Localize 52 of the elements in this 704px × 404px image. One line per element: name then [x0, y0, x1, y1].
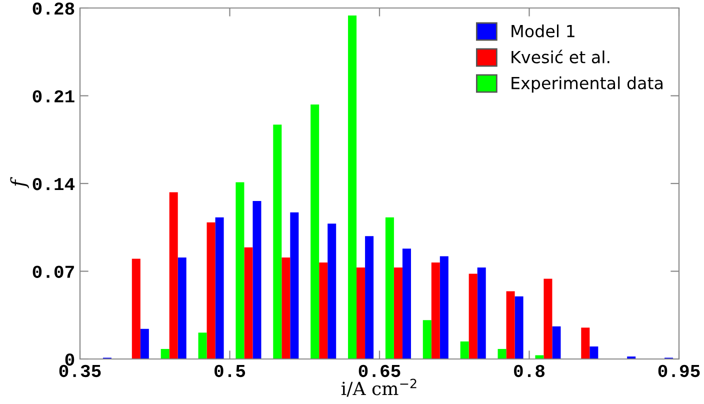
- bar: [590, 346, 598, 359]
- bar: [477, 267, 486, 359]
- x-tick-label: 0.8: [514, 364, 545, 378]
- x-tick-label: 0.35: [59, 364, 101, 378]
- legend-label: Model 1: [512, 24, 574, 38]
- bar: [282, 257, 290, 359]
- bar: [348, 16, 357, 359]
- bar: [290, 212, 299, 359]
- bar: [468, 274, 478, 359]
- y-tick-label: 0.28: [32, 2, 74, 15]
- bar: [252, 201, 262, 359]
- bar: [514, 296, 524, 359]
- bar: [328, 224, 336, 359]
- bar: [460, 341, 469, 359]
- y-tick-label: 0: [65, 353, 74, 366]
- bar: [394, 267, 402, 359]
- bar: [178, 257, 186, 359]
- bar: [169, 192, 178, 359]
- bar: [498, 348, 506, 359]
- bar: [422, 320, 432, 359]
- x-axis-title: i/A cm$^{−2}$: [342, 378, 416, 397]
- bar: [160, 348, 170, 359]
- bar: [140, 328, 149, 359]
- bar: [535, 355, 544, 359]
- bar: [244, 247, 253, 359]
- y-axis-title: f: [10, 177, 30, 188]
- bar: [206, 222, 216, 359]
- x-tick-label: 0.65: [358, 364, 400, 378]
- bar: [198, 332, 207, 359]
- x-tick-label: 0.5: [214, 364, 246, 378]
- bar: [431, 262, 440, 359]
- bar: [319, 262, 328, 359]
- bar: [356, 267, 366, 359]
- y-tick-label: 0.21: [32, 90, 74, 102]
- legend-label: Kvesić et al.: [512, 50, 610, 64]
- bar: [506, 291, 515, 359]
- bar: [215, 217, 224, 359]
- bar: [581, 328, 590, 359]
- y-tick-label: 0.07: [32, 266, 74, 278]
- bar: [365, 236, 374, 359]
- bar: [236, 182, 244, 359]
- bar: [273, 124, 282, 359]
- legend-label: Experimental data: [512, 76, 662, 93]
- bar: [440, 256, 448, 359]
- bar: [402, 248, 411, 359]
- bar: [544, 278, 552, 359]
- bar: [552, 326, 561, 359]
- bar: [310, 104, 320, 359]
- x-tick-label: 0.95: [658, 364, 700, 378]
- bar: [132, 258, 140, 359]
- bar: [385, 217, 394, 359]
- y-tick-label: 0.14: [32, 178, 75, 190]
